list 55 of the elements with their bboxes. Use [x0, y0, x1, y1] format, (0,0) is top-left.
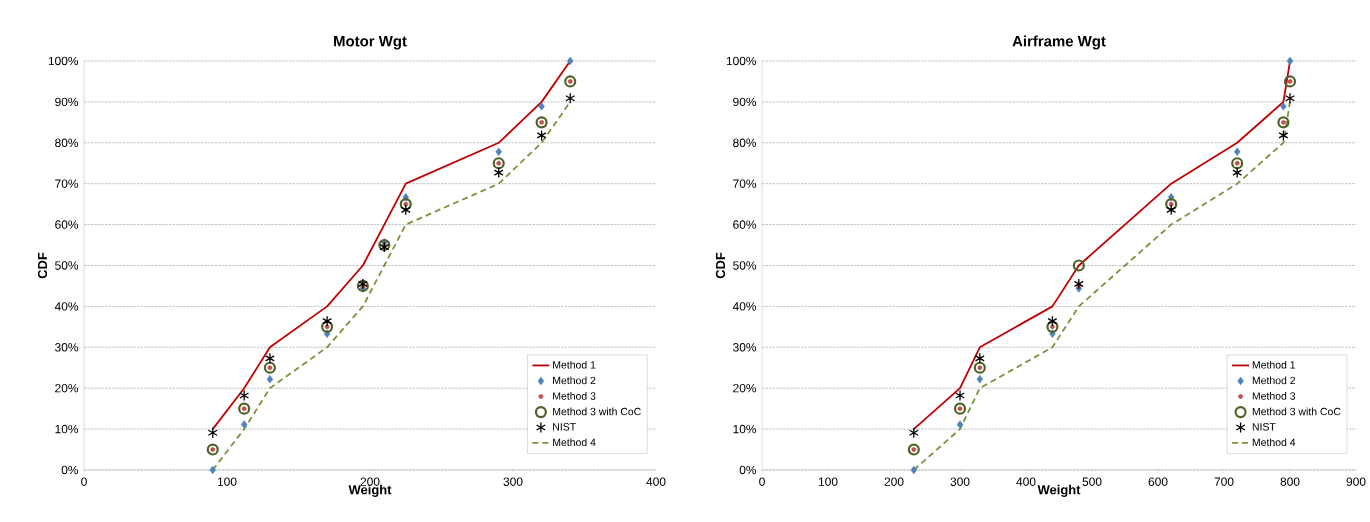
x-tick-label: 400	[646, 477, 666, 486]
legend-label: Method 4	[553, 438, 596, 447]
y-tick-label: 20%	[55, 383, 79, 393]
y-tick-label: 20%	[733, 383, 757, 393]
y-tick-label: 30%	[55, 343, 79, 352]
y-tick-label: 80%	[55, 138, 79, 148]
y-tick-label: 100%	[726, 56, 757, 66]
y-tick-label: 0%	[61, 465, 79, 475]
y-tick-label: 90%	[55, 97, 79, 107]
x-axis-title: Weight	[348, 484, 392, 497]
x-tick-label: 500	[1082, 477, 1102, 486]
chart-title: Airframe Wgt	[1012, 35, 1106, 50]
x-tick-label: 100	[217, 477, 237, 486]
y-axis-title: CDF	[715, 252, 726, 279]
y-tick-label: 40%	[54, 302, 79, 311]
y-tick-label: 50%	[733, 261, 757, 270]
y-tick-label: 10%	[55, 424, 79, 434]
x-tick-label: 200	[884, 477, 904, 486]
x-tick-label: 900	[1346, 477, 1366, 486]
x-tick-label: 400	[1016, 477, 1036, 486]
x-tick-label: 0	[759, 477, 765, 486]
y-tick-label: 100%	[48, 56, 79, 66]
legend-label: NIST	[553, 423, 576, 431]
y-tick-label: 10%	[733, 424, 757, 434]
x-tick-label: 0	[81, 477, 87, 486]
legend-label: Method 3 with CoC	[1252, 407, 1341, 416]
x-axis-title: Weight	[1037, 484, 1081, 497]
y-tick-label: 70%	[55, 179, 79, 188]
x-tick-label: 600	[1148, 477, 1168, 486]
y-tick-label: 50%	[55, 261, 79, 270]
y-tick-label: 60%	[733, 220, 757, 229]
legend-label: Method 2	[553, 376, 596, 385]
legend-label: Method 2	[1252, 376, 1296, 385]
y-tick-label: 60%	[55, 220, 79, 229]
x-tick-label: 100	[818, 477, 838, 486]
y-tick-label: 30%	[733, 343, 757, 352]
y-tick-label: 0%	[739, 465, 757, 475]
x-tick-label: 800	[1280, 477, 1300, 486]
legend-label: Method 1	[553, 360, 596, 369]
y-tick-label: 40%	[732, 302, 757, 311]
y-tick-label: 70%	[733, 179, 757, 188]
x-tick-label: 300	[503, 477, 523, 486]
legend-label: Method 3	[1252, 392, 1296, 400]
chart-title: Motor Wgt	[334, 36, 407, 50]
legend-label: Method 1	[1252, 360, 1296, 369]
x-tick-label: 700	[1214, 477, 1234, 486]
y-axis-title: CDF	[37, 252, 48, 279]
y-tick-label: 90%	[733, 97, 757, 107]
legend-label: Method 3	[553, 392, 596, 400]
y-tick-label: 80%	[733, 138, 757, 148]
x-tick-label: 200	[360, 477, 380, 486]
legend-label: NIST	[1252, 423, 1276, 431]
x-tick-label: 300	[950, 477, 970, 486]
legend-label: Method 3 with CoC	[553, 407, 641, 416]
legend-label: Method 4	[1252, 438, 1296, 447]
